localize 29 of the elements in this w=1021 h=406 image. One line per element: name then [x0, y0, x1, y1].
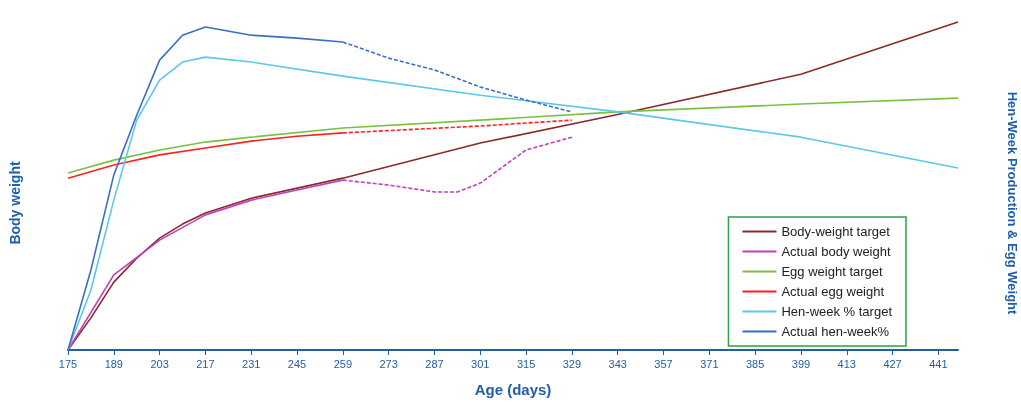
- x-tick-label: 287: [425, 357, 444, 370]
- x-tick-label: 217: [196, 357, 215, 370]
- legend-label: Hen-week % target: [781, 304, 893, 319]
- y-axis-title: Body weight: [7, 161, 23, 245]
- x-tick-label: 273: [379, 357, 398, 370]
- x-tick-label: 203: [150, 357, 169, 370]
- x-tick-label: 399: [791, 357, 811, 370]
- x-tick-label: 385: [745, 357, 765, 370]
- x-tick-label: 371: [700, 357, 719, 370]
- x-tick-label: 175: [58, 357, 78, 370]
- x-tick-label: 329: [562, 357, 582, 370]
- legend-label: Actual hen-week%: [781, 324, 890, 339]
- legend-label: Body-weight target: [781, 224, 891, 239]
- x-tick-label: 189: [104, 357, 123, 370]
- legend-label: Actual egg weight: [781, 284, 885, 299]
- x-tick-label: 441: [929, 357, 948, 370]
- y2-axis-title: Hen-Week Production & Egg Weight: [1005, 91, 1020, 316]
- legend-label: Egg weight target: [781, 264, 884, 279]
- x-tick-label: 343: [608, 357, 627, 370]
- legend-label: Actual body weight: [781, 244, 891, 259]
- x-tick-label: 357: [654, 357, 673, 370]
- x-tick-label: 231: [242, 357, 261, 370]
- x-tick-label: 245: [287, 357, 307, 370]
- x-axis-title: Age (days): [474, 381, 552, 398]
- x-tick-label: 301: [471, 357, 490, 370]
- x-tick-label: 413: [837, 357, 856, 370]
- x-tick-label: 259: [333, 357, 353, 370]
- x-tick-label: 427: [883, 357, 902, 370]
- x-tick-label: 315: [516, 357, 536, 370]
